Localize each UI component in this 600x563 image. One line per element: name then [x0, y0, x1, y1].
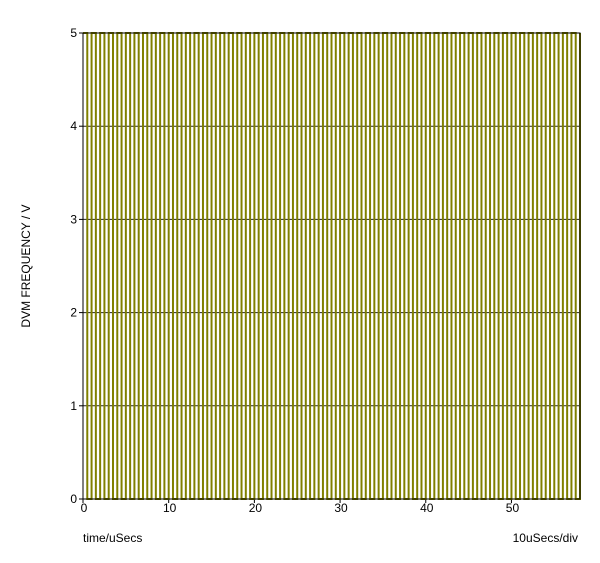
y-axis-label: DVM FREQUENCY / V	[19, 204, 33, 327]
x-tick-label: 50	[506, 501, 520, 515]
x-tick-label: 40	[420, 501, 434, 515]
x-axis-label: time/uSecs	[83, 531, 142, 545]
y-tick-label: 0	[70, 492, 77, 506]
y-tick-label: 5	[70, 26, 77, 40]
x-tick-label: 30	[334, 501, 348, 515]
x-tick-label: 10	[163, 501, 177, 515]
y-tick-label: 2	[70, 306, 77, 320]
scale-label: 10uSecs/div	[513, 531, 578, 545]
y-tick-label: 4	[70, 119, 77, 133]
x-tick-label: 0	[81, 501, 88, 515]
x-tick-label: 20	[249, 501, 263, 515]
y-tick-label: 3	[70, 212, 77, 226]
plot-frame	[82, 32, 581, 500]
y-tick-label: 1	[70, 399, 77, 413]
